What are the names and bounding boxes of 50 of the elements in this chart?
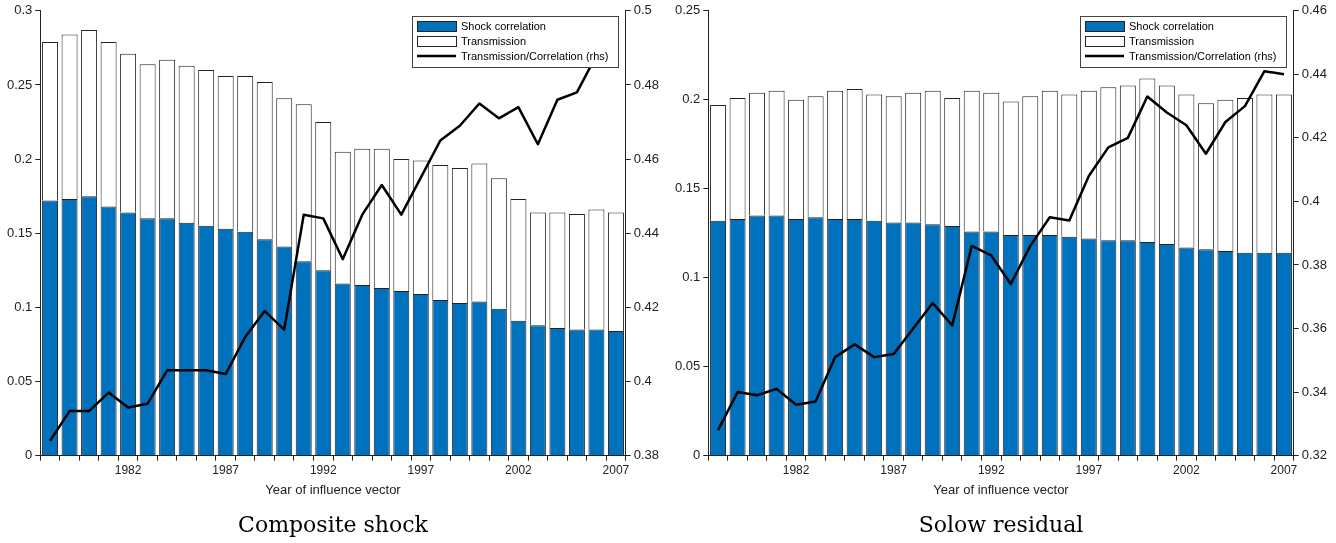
- y2-tick-label: 0.34: [1301, 383, 1328, 399]
- x-tick-label: 2007: [602, 463, 630, 478]
- x-tick-label: 1982: [114, 463, 142, 478]
- y2-tick-label: 0.38: [633, 447, 660, 463]
- y2-tick-label: 0.44: [1301, 65, 1328, 81]
- y2-tick-label: 0.44: [633, 224, 660, 240]
- y-tick-label: 0.2: [14, 150, 33, 166]
- text: Composite shock: [238, 511, 429, 537]
- x-axis-title: Year of influence vector: [933, 482, 1070, 498]
- y-tick-label: 0: [25, 447, 33, 463]
- x-tick-label: 1997: [407, 463, 435, 478]
- x-tick-label: 2002: [505, 463, 533, 478]
- y2-tick-label: 0.5: [633, 2, 652, 18]
- y2-tick-label: 0.4: [633, 373, 652, 389]
- y-tick-label: 0.15: [6, 224, 33, 240]
- y2-tick-label: 0.42: [1301, 129, 1328, 145]
- legend-label: Shock correlation: [1129, 19, 1214, 32]
- y-tick-label: 0.2: [682, 91, 701, 107]
- y2-tick-label: 0.32: [1301, 447, 1328, 463]
- legend-label: Shock correlation: [461, 19, 546, 32]
- y-tick-label: 0.05: [6, 373, 33, 389]
- x-tick-label: 1987: [212, 463, 240, 478]
- y2-tick-label: 0.48: [633, 76, 660, 92]
- x-axis-title: Year of influence vector: [265, 482, 402, 498]
- y2-tick-label: 0.38: [1301, 256, 1328, 272]
- y-tick-label: 0.3: [14, 2, 33, 18]
- y2-tick-label: 0.46: [1301, 2, 1328, 18]
- x-tick-label: 1992: [977, 463, 1005, 478]
- legend-label: Transmission/Correlation (rhs): [461, 49, 609, 62]
- y2-tick-label: 0.46: [633, 150, 660, 166]
- x-tick-label: 1992: [309, 463, 337, 478]
- x-tick-label: 1987: [880, 463, 908, 478]
- legend-label: Transmission: [461, 34, 526, 47]
- x-tick-label: 1997: [1075, 463, 1103, 478]
- y-tick-label: 0.1: [682, 269, 701, 285]
- y2-tick-label: 0.36: [1301, 320, 1328, 336]
- y2-tick-label: 0.4: [1301, 193, 1320, 209]
- text: Solow residual: [918, 511, 1084, 537]
- y-tick-label: 0.05: [674, 358, 701, 374]
- y-tick-label: 0.15: [674, 180, 701, 196]
- legend-label: Transmission/Correlation (rhs): [1129, 49, 1277, 62]
- y-tick-label: 0.1: [14, 298, 33, 314]
- x-tick-label: 2007: [1270, 463, 1298, 478]
- y-tick-label: 0: [693, 447, 701, 463]
- y-tick-label: 0.25: [6, 76, 33, 92]
- y2-tick-label: 0.42: [633, 298, 660, 314]
- legend-label: Transmission: [1129, 34, 1194, 47]
- x-tick-label: 2002: [1173, 463, 1201, 478]
- y-tick-label: 0.25: [674, 2, 701, 18]
- x-tick-label: 1982: [782, 463, 810, 478]
